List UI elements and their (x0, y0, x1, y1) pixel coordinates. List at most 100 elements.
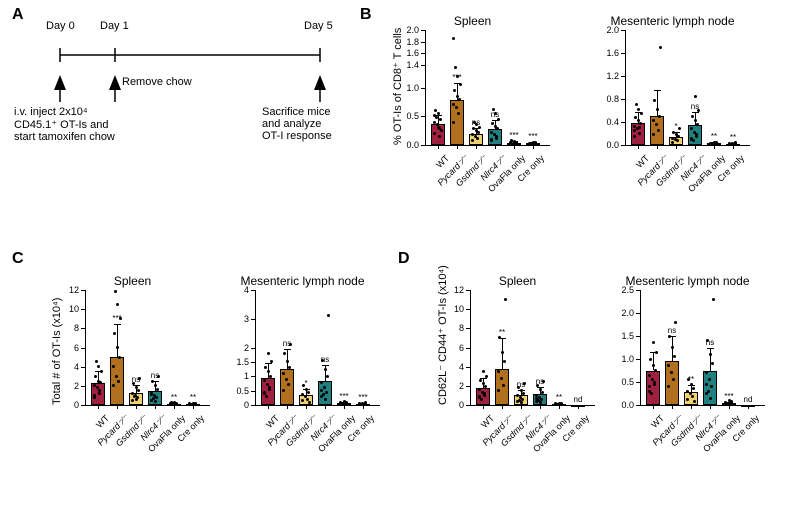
y-tick-label: 1.8 (395, 37, 419, 47)
data-point (503, 360, 506, 363)
timeline-caption-1: Remove chow (122, 76, 222, 88)
y-tick-label: 2 (225, 343, 249, 353)
data-point (267, 370, 270, 373)
y-tick-label: 6 (55, 343, 79, 353)
significance-label: nd (744, 395, 753, 404)
data-point (674, 321, 677, 324)
data-point (655, 351, 658, 354)
data-point (500, 377, 503, 380)
data-point (479, 379, 482, 382)
y-tick-label: 1.0 (395, 83, 419, 93)
panel-label-b: B (360, 6, 372, 24)
data-point (678, 127, 681, 130)
data-point (491, 122, 494, 125)
significance-label: *** (528, 132, 537, 141)
data-point (650, 392, 653, 395)
data-point (671, 346, 674, 349)
data-point (707, 390, 710, 393)
y-tick-label: 1.6 (595, 48, 619, 58)
y-tick-label: 1.6 (395, 48, 419, 58)
data-point (308, 401, 311, 404)
data-point (270, 360, 273, 363)
data-point (711, 362, 714, 365)
data-point (301, 399, 304, 402)
data-point (150, 393, 153, 396)
data-point (100, 370, 103, 373)
data-point (692, 387, 695, 390)
data-point (452, 121, 455, 124)
data-point (652, 133, 655, 136)
significance-label: ns (283, 339, 291, 348)
data-point (654, 369, 657, 372)
y-tick-label: 4 (225, 285, 249, 295)
data-point (286, 360, 289, 363)
data-point (637, 119, 640, 122)
y-tick-label: 1.5 (225, 357, 249, 367)
data-point (633, 135, 636, 138)
data-point (433, 114, 436, 117)
data-point (116, 346, 119, 349)
chart-b1-spleen: Spleen% OT-Is of CD8⁺ T cells0.00.51.01.… (395, 30, 550, 225)
data-point (116, 303, 119, 306)
data-point (456, 95, 459, 98)
data-point (652, 341, 655, 344)
data-point (485, 375, 488, 378)
data-point (634, 116, 637, 119)
chart-c1-spleen: SpleenTotal # of OT-Is (x10⁴)024681012WT… (55, 290, 210, 485)
data-point (118, 356, 121, 359)
y-tick-label: 0.0 (395, 140, 419, 150)
data-point (637, 108, 640, 111)
panel-label-d: D (398, 250, 410, 268)
timeline-caption-2: Sacrifice mice and analyze OT-I response (262, 106, 362, 142)
data-point (475, 129, 478, 132)
data-point (117, 380, 120, 383)
significance-label: *** (112, 314, 121, 323)
y-tick-label: 8 (440, 323, 464, 333)
data-point (439, 118, 442, 121)
data-point (493, 133, 496, 136)
data-point (652, 364, 655, 367)
y-tick-label: 1 (225, 371, 249, 381)
data-point (639, 122, 642, 125)
data-point (433, 132, 436, 135)
data-point (667, 385, 670, 388)
data-point (113, 332, 116, 335)
data-point (541, 391, 544, 394)
data-point (694, 95, 697, 98)
data-point (671, 141, 674, 144)
significance-label: *** (358, 393, 367, 402)
data-point (522, 392, 525, 395)
significance-label: ns (472, 118, 480, 127)
significance-label: ** (688, 375, 694, 384)
y-tick-label: 1.0 (610, 354, 634, 364)
data-point (648, 385, 651, 388)
data-point (283, 352, 286, 355)
data-point (539, 388, 542, 391)
chart-d2-mln: Mesenteric lymph node0.00.51.01.52.02.5W… (610, 290, 765, 485)
timeline-diagram: Day 0 Day 1 Day 5 i.v. inject 2x10⁴ CD45… (40, 20, 340, 220)
data-point (452, 37, 455, 40)
data-point (705, 383, 708, 386)
data-point (690, 137, 693, 140)
data-point (520, 389, 523, 392)
significance-label: ns (691, 102, 699, 111)
data-point (693, 400, 696, 403)
chart-b2-mln: Mesenteric lymph node0.00.40.81.21.62.0W… (595, 30, 750, 225)
y-tick-label: 2 (440, 381, 464, 391)
y-tick-label: 0.8 (595, 94, 619, 104)
data-point (437, 112, 440, 115)
timeline-caption-0: i.v. inject 2x10⁴ CD45.1⁺ OT-Is and star… (14, 106, 124, 143)
significance-label: *** (724, 392, 733, 401)
significance-label: ns (491, 110, 499, 119)
data-point (324, 368, 327, 371)
data-point (633, 129, 636, 132)
data-point (501, 351, 504, 354)
data-point (440, 129, 443, 132)
data-point (267, 352, 270, 355)
data-point (320, 389, 323, 392)
significance-label: ns (151, 371, 159, 380)
y-tick-label: 2.0 (610, 308, 634, 318)
timeline-day-5: Day 5 (304, 20, 333, 32)
significance-label: ns (321, 355, 329, 364)
significance-label: ** (171, 393, 177, 402)
